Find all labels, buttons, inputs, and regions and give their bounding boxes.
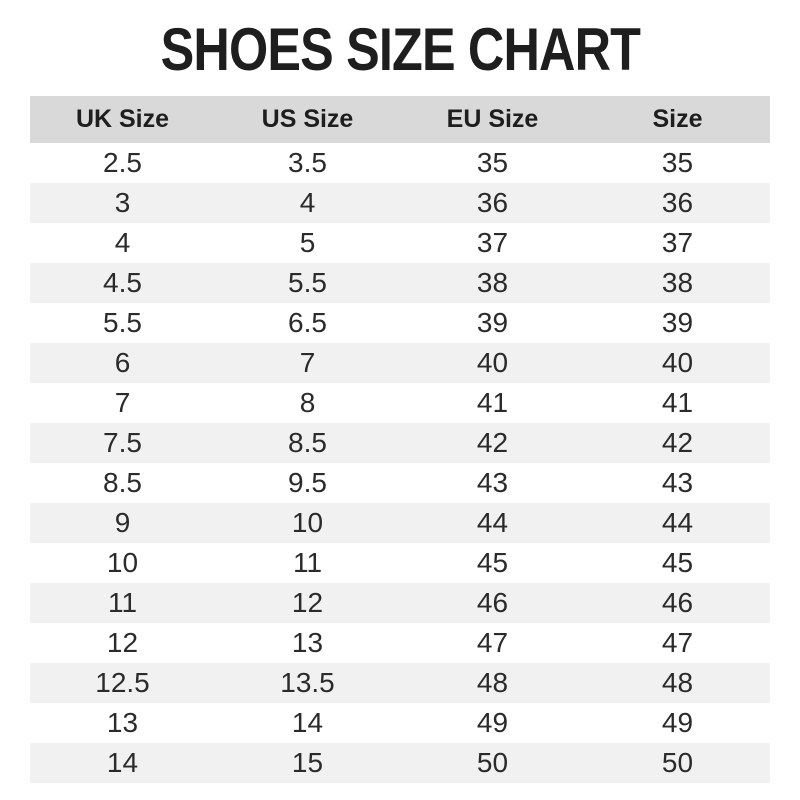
table-cell: 3.5 xyxy=(288,147,327,178)
table-cell: 7 xyxy=(114,387,131,418)
table-cell: 49 xyxy=(661,707,694,738)
table-cell: 40 xyxy=(661,347,694,378)
table-cell: 44 xyxy=(476,507,509,538)
table-cell: 4.5 xyxy=(103,267,142,298)
table-cell: 9 xyxy=(114,507,131,538)
table-cell: 5.5 xyxy=(103,307,142,338)
table-row: 9 10 44 44 xyxy=(30,503,770,543)
table-cell: 43 xyxy=(661,467,694,498)
table-cell: 46 xyxy=(476,587,509,618)
table-cell: 36 xyxy=(661,187,694,218)
table-cell: 10 xyxy=(106,547,139,578)
table-cell: 37 xyxy=(476,227,509,258)
table-body: 2.5 3.5 35 35 3 4 36 36 4 5 37 37 4.5 5.5 38 38 5.5 6.5 39… xyxy=(30,143,770,783)
table-cell: 35 xyxy=(661,147,694,178)
table-row: 5.5 6.5 39 39 xyxy=(30,303,770,343)
table-cell: 35 xyxy=(476,147,509,178)
table-cell: 14 xyxy=(106,747,139,778)
table-cell: 10 xyxy=(291,507,324,538)
table-cell: 15 xyxy=(291,747,324,778)
table-row: 7.5 8.5 42 42 xyxy=(30,423,770,463)
table-cell: 50 xyxy=(661,747,694,778)
table-row: 3 4 36 36 xyxy=(30,183,770,223)
table-row: 6 7 40 40 xyxy=(30,343,770,383)
table-cell: 41 xyxy=(661,387,694,418)
table-cell: 6 xyxy=(114,347,131,378)
table-row: 4 5 37 37 xyxy=(30,223,770,263)
table-cell: 49 xyxy=(476,707,509,738)
table-cell: 5 xyxy=(299,227,316,258)
table-cell: 48 xyxy=(661,667,694,698)
table-cell: 11 xyxy=(107,587,138,618)
table-cell: 41 xyxy=(476,387,509,418)
table-cell: 42 xyxy=(661,427,694,458)
column-header-eu-size: EU Size xyxy=(400,96,585,143)
table-row: 8.5 9.5 43 43 xyxy=(30,463,770,503)
table-row: 11 12 46 46 xyxy=(30,583,770,623)
table-cell: 11 xyxy=(292,547,323,578)
table-cell: 8 xyxy=(299,387,316,418)
table-cell: 7 xyxy=(299,347,316,378)
table-row: 13 14 49 49 xyxy=(30,703,770,743)
table-row: 10 11 45 45 xyxy=(30,543,770,583)
table-cell: 4 xyxy=(299,187,316,218)
table-cell: 13 xyxy=(106,707,139,738)
table-cell: 42 xyxy=(476,427,509,458)
table-cell: 50 xyxy=(476,747,509,778)
table-cell: 4 xyxy=(114,227,131,258)
table-header: UK Size US Size EU Size Size xyxy=(30,96,770,143)
table-row: 12 13 47 47 xyxy=(30,623,770,663)
table-cell: 13 xyxy=(291,627,324,658)
table-row: 2.5 3.5 35 35 xyxy=(30,143,770,183)
table-cell: 14 xyxy=(291,707,324,738)
size-chart-table: UK Size US Size EU Size Size 2.5 3.5 35 35 3 4 36… xyxy=(30,96,770,783)
column-header-uk-size: UK Size xyxy=(30,96,215,143)
table-cell: 47 xyxy=(476,627,509,658)
page-title: SHOES SIZE CHART xyxy=(160,15,640,83)
table-cell: 6.5 xyxy=(288,307,327,338)
table-cell: 39 xyxy=(476,307,509,338)
table-row: 14 15 50 50 xyxy=(30,743,770,783)
table-cell: 9.5 xyxy=(288,467,327,498)
table-cell: 8.5 xyxy=(288,427,327,458)
table-cell: 45 xyxy=(476,547,509,578)
column-header-size: Size xyxy=(585,96,770,143)
table-cell: 48 xyxy=(476,667,509,698)
header-row: UK Size US Size EU Size Size xyxy=(30,96,770,143)
table-cell: 40 xyxy=(476,347,509,378)
table-cell: 37 xyxy=(661,227,694,258)
table-cell: 36 xyxy=(476,187,509,218)
table-cell: 12 xyxy=(106,627,139,658)
table-cell: 5.5 xyxy=(288,267,327,298)
table-row: 4.5 5.5 38 38 xyxy=(30,263,770,303)
table-cell: 7.5 xyxy=(103,427,142,458)
table-cell: 8.5 xyxy=(103,467,142,498)
table-row: 12.5 13.5 48 48 xyxy=(30,663,770,703)
table-cell: 46 xyxy=(661,587,694,618)
table-cell: 2.5 xyxy=(103,147,142,178)
table-cell: 12 xyxy=(291,587,324,618)
title-container: SHOES SIZE CHART xyxy=(0,0,800,88)
table-cell: 12.5 xyxy=(95,667,150,698)
table-cell: 43 xyxy=(476,467,509,498)
table-cell: 38 xyxy=(476,267,509,298)
table-cell: 45 xyxy=(661,547,694,578)
table-cell: 13.5 xyxy=(280,667,335,698)
table-cell: 39 xyxy=(661,307,694,338)
table-cell: 47 xyxy=(661,627,694,658)
table-cell: 44 xyxy=(661,507,694,538)
table-row: 7 8 41 41 xyxy=(30,383,770,423)
column-header-us-size: US Size xyxy=(215,96,400,143)
table-cell: 38 xyxy=(661,267,694,298)
table-cell: 3 xyxy=(114,187,131,218)
